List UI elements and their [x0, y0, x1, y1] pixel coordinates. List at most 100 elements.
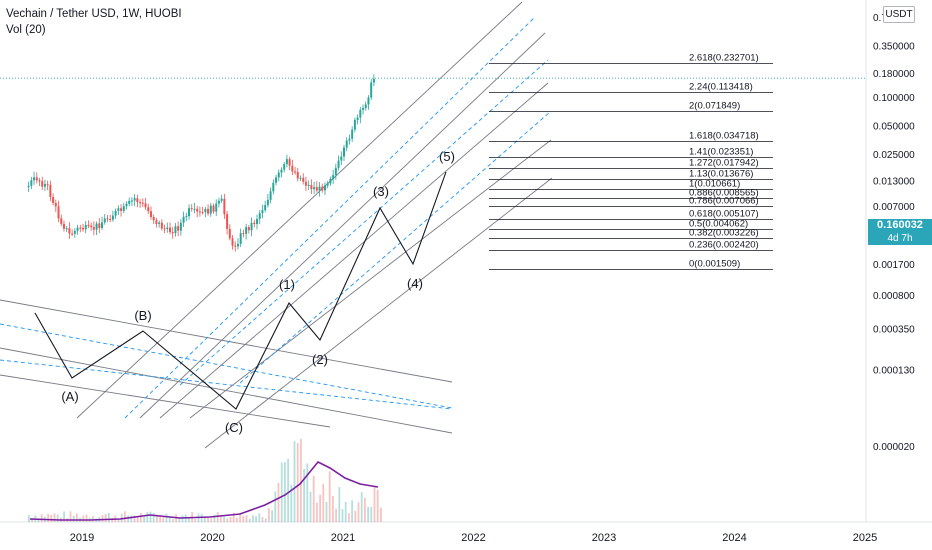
candle-body: [318, 186, 321, 191]
candle-body: [117, 208, 120, 211]
volume-bar: [229, 517, 232, 522]
symbol-title: Vechain / Tether USD, 1W, HUOBI: [6, 8, 182, 20]
ascending-channel-dashed: [239, 111, 551, 384]
volume-bar: [357, 502, 360, 522]
volume-bar: [146, 512, 149, 522]
fib-level-label: 0.236(0.002420): [689, 240, 759, 251]
volume-bar: [296, 443, 299, 522]
candle-body: [351, 129, 354, 139]
candle-body: [291, 165, 294, 172]
volume-bar: [287, 458, 289, 522]
volume-bar: [188, 517, 190, 522]
volume-bar: [309, 491, 312, 522]
candle-body: [98, 223, 101, 228]
candle-body: [190, 208, 193, 210]
wave-label: (4): [407, 276, 423, 291]
volume-bar: [306, 463, 309, 522]
y-tick-label: 0.180000: [873, 69, 915, 80]
volume-bar: [159, 516, 161, 522]
candle-body: [228, 228, 231, 239]
candle-body: [239, 233, 242, 244]
candle-body: [367, 97, 370, 105]
fib-level-label: 0.886(0.008565): [689, 188, 759, 199]
volume-bar: [328, 471, 331, 522]
y-tick-label: 0.000800: [873, 291, 915, 302]
candle-body: [147, 207, 150, 212]
fib-level-label: 0.5(0.004062): [689, 219, 748, 230]
candle-body: [212, 205, 215, 212]
candle-body: [226, 214, 229, 229]
candle-body: [198, 211, 201, 213]
volume-bar: [261, 516, 264, 522]
candle-body: [220, 198, 223, 201]
volume-bar: [69, 511, 72, 522]
candle-body: [128, 200, 131, 204]
wave-label: (B): [134, 308, 151, 323]
volume-bar: [248, 518, 251, 522]
volume-bar: [213, 514, 216, 522]
bar-countdown: 4d 7h: [887, 233, 913, 244]
currency-button[interactable]: USDT: [883, 6, 915, 23]
wave-label: (C): [225, 420, 243, 435]
candle-body: [35, 177, 38, 181]
y-tick-label: 0.013000: [873, 177, 915, 188]
candle-body: [234, 245, 237, 247]
volume-bar: [360, 492, 363, 522]
candle-body: [348, 138, 351, 141]
fib-level-label: 1.41(0.023351): [689, 147, 753, 158]
candle-body: [92, 227, 95, 230]
candle-body: [364, 104, 367, 109]
ascending-channel-line: [76, 1, 523, 419]
volume-bar: [223, 516, 225, 522]
candle-body: [275, 177, 278, 183]
candle-body: [177, 226, 180, 231]
wave-label: (5): [439, 149, 455, 164]
volume-bar: [143, 516, 145, 522]
candle-body: [207, 208, 210, 214]
candle-body: [95, 223, 98, 230]
volume-bar: [242, 515, 245, 522]
candle-body: [139, 202, 142, 204]
volume-bar: [53, 513, 56, 522]
fib-level-label: 1.272(0.017942): [689, 158, 759, 169]
volume-bar: [72, 515, 75, 522]
candle-body: [101, 222, 104, 228]
volume-bar: [82, 515, 85, 522]
volume-bar: [210, 518, 213, 522]
volume-bar: [92, 516, 94, 522]
volume-bar: [325, 501, 328, 522]
wave-label: (3): [373, 184, 389, 199]
volume-bar: [162, 517, 165, 522]
y-tick-label: 0.050000: [873, 121, 915, 132]
volume-bar: [380, 507, 382, 522]
fib-level-label: 0.786(0.007066): [689, 196, 759, 207]
volume-bar: [351, 500, 353, 522]
fib-level-label: 2(0.071849): [689, 101, 740, 112]
volume-bar: [140, 513, 142, 522]
candle-body: [280, 169, 283, 173]
candle-body: [296, 172, 299, 179]
candle-body: [158, 222, 161, 224]
candle-body: [223, 198, 226, 215]
x-tick-label: 2024: [722, 532, 746, 544]
candle-body: [277, 172, 280, 178]
x-tick-label: 2022: [461, 532, 485, 544]
volume-bar: [252, 515, 254, 522]
candle-body: [353, 119, 356, 130]
volume-bar: [274, 491, 277, 522]
candle-body: [84, 224, 87, 230]
candle-body: [288, 159, 291, 166]
ascending-channel-line: [139, 32, 546, 419]
fib-level-label: 1(0.010661): [689, 179, 740, 190]
ascending-channel-line: [189, 139, 552, 419]
candle-body: [152, 217, 155, 221]
volume-indicator-label: Vol (20): [6, 24, 46, 36]
y-tick-label: 0.100000: [873, 93, 915, 104]
volume-bar: [172, 518, 174, 522]
candle-body: [302, 177, 305, 182]
volume-bar: [258, 513, 261, 522]
wave-label: (A): [61, 389, 78, 404]
volume-bar: [284, 462, 286, 522]
candle-body: [62, 223, 65, 229]
